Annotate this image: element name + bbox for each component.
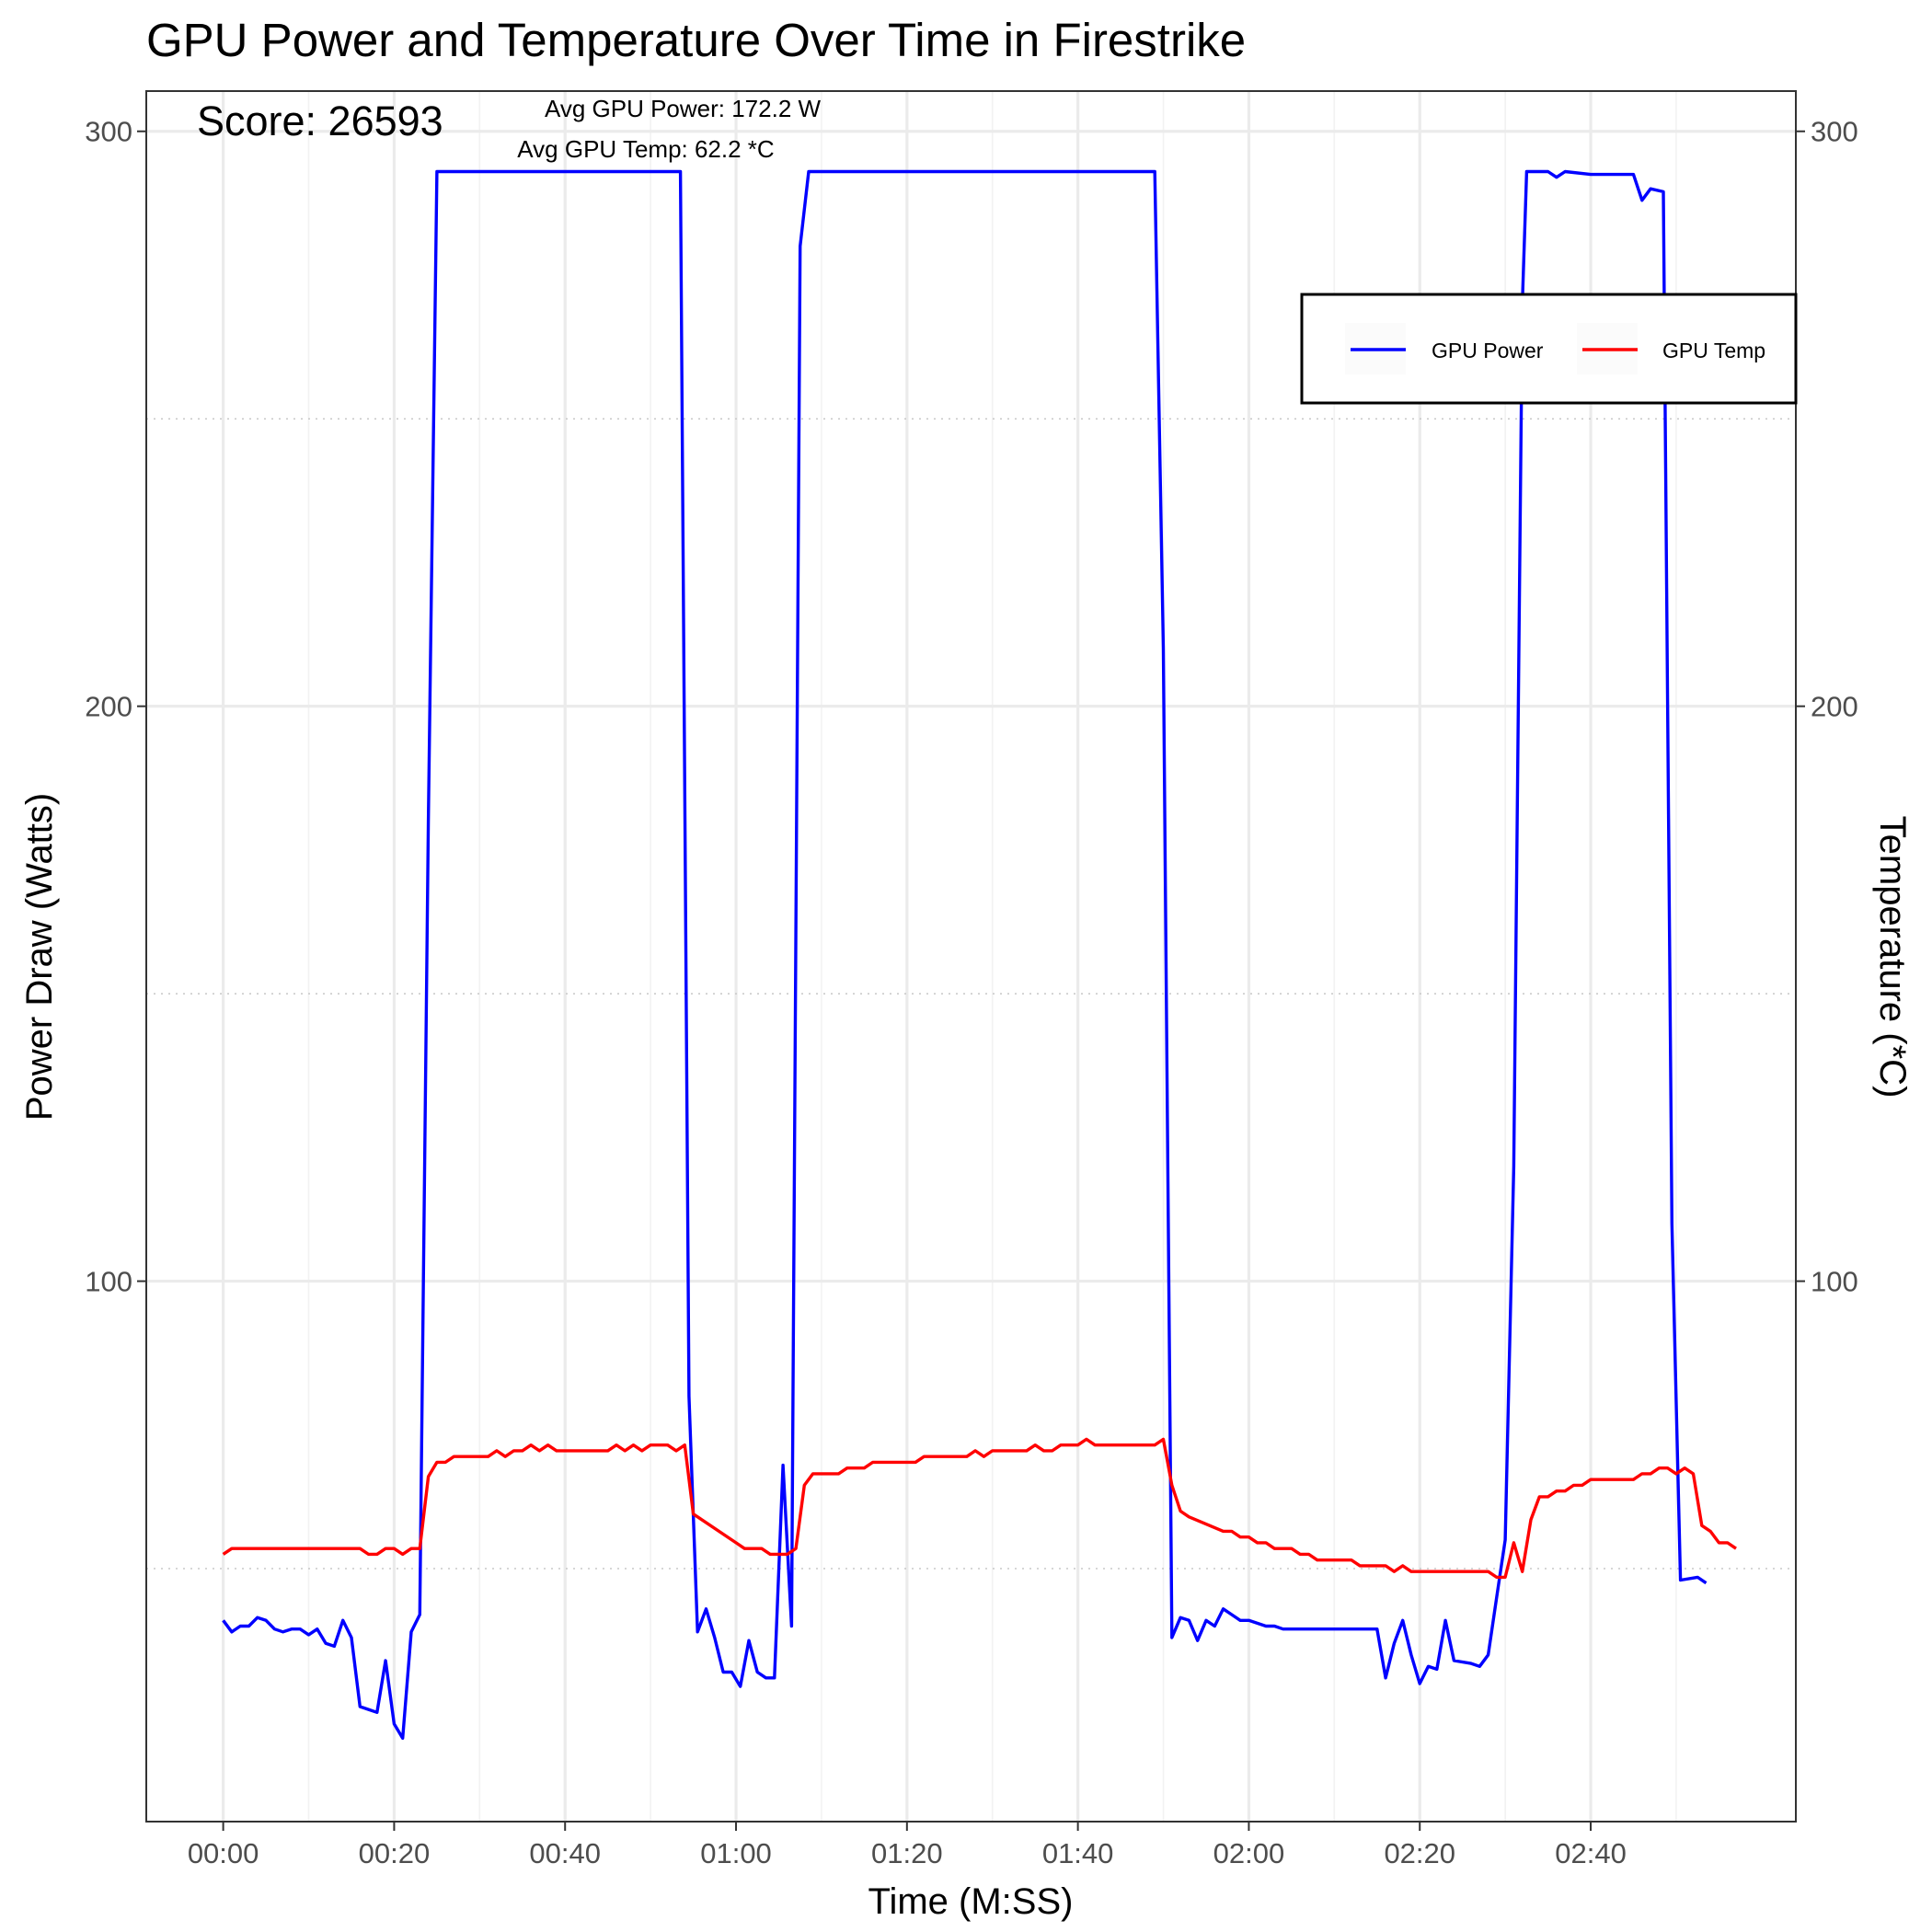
- y-tick-label: 100: [85, 1266, 132, 1298]
- avg-temp-annotation: Avg GPU Temp: 62.2 *C: [517, 135, 774, 163]
- x-tick-label: 02:00: [1213, 1837, 1285, 1869]
- score-annotation: Score: 26593: [197, 98, 443, 144]
- grid: [146, 91, 1796, 1822]
- series-line-gpu-power: [222, 169, 1708, 1741]
- y-right-tick-label: 200: [1811, 691, 1858, 723]
- x-tick-label: 00:40: [529, 1837, 601, 1869]
- y-axis-title-right: Temperature (*C): [1872, 816, 1913, 1098]
- series-layer: [222, 169, 1737, 1741]
- axis-ticks: 00:00 00:20 00:40 01:00 01:20 01:40 02:00 02:20…: [85, 116, 1857, 1869]
- x-tick-label: 01:00: [700, 1837, 772, 1869]
- y-right-tick-label: 100: [1811, 1266, 1858, 1298]
- x-tick-label: 01:20: [871, 1837, 943, 1869]
- x-tick-label: 00:20: [359, 1837, 431, 1869]
- y-axis-title: Power Draw (Watts): [19, 793, 60, 1121]
- y-tick-label: 200: [85, 691, 132, 723]
- legend-label-temp: GPU Temp: [1662, 339, 1765, 362]
- y-right-tick-label: 300: [1811, 116, 1858, 148]
- x-tick-label: 02:40: [1555, 1837, 1627, 1869]
- x-tick-label: 02:20: [1384, 1837, 1455, 1869]
- avg-power-annotation: Avg GPU Power: 172.2 W: [545, 95, 822, 122]
- plot-border: [145, 90, 1797, 1823]
- x-axis-title: Time (M:SS): [868, 1881, 1074, 1922]
- y-tick-label: 300: [85, 116, 132, 148]
- series-line-gpu-temp: [222, 1437, 1737, 1580]
- legend: GPU Power GPU Temp: [1300, 293, 1798, 405]
- legend-label-power: GPU Power: [1432, 339, 1544, 362]
- x-tick-label: 01:40: [1042, 1837, 1114, 1869]
- chart-title: GPU Power and Temperature Over Time in F…: [146, 14, 1246, 66]
- x-tick-label: 00:00: [188, 1837, 259, 1869]
